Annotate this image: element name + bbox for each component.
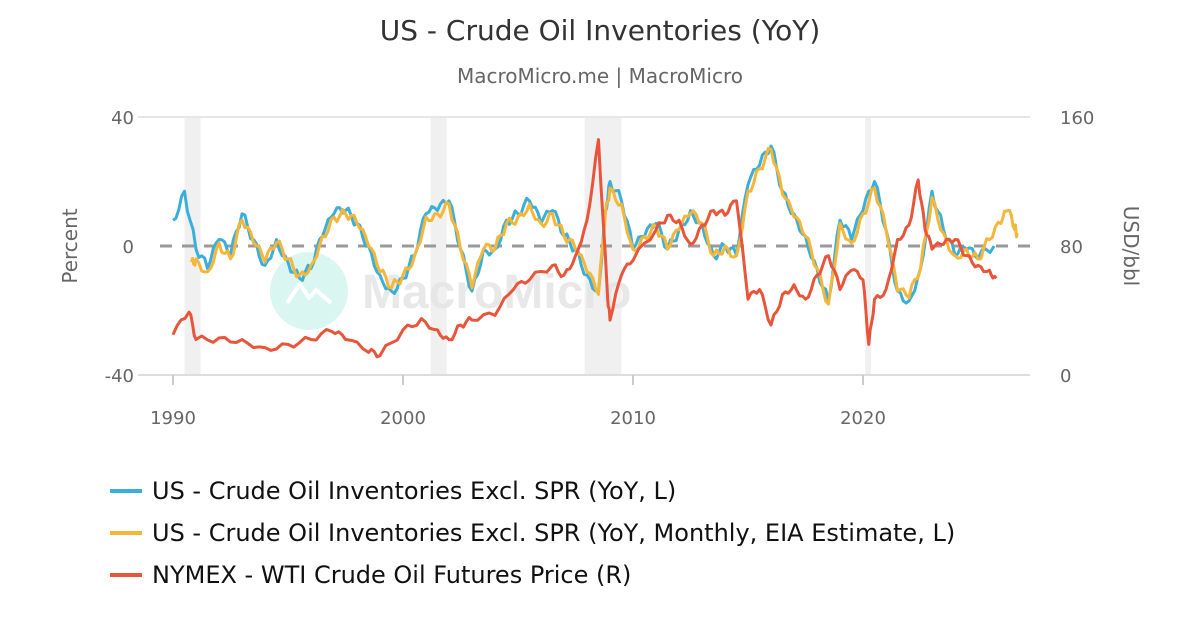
watermark: MacroMicro [270, 252, 631, 330]
y-right-label: USD/bbl [1119, 206, 1143, 286]
y-left-tick: 40 [111, 108, 134, 129]
x-tick-label: 2000 [380, 408, 426, 429]
chart-subtitle: MacroMicro.me | MacroMicro [457, 64, 743, 88]
x-tick-label: 1990 [150, 408, 196, 429]
legend-label: NYMEX - WTI Crude Oil Futures Price (R) [152, 561, 632, 589]
series-line-1 [189, 147, 1019, 306]
y-left-label: Percent [58, 208, 82, 283]
legend-item-wti[interactable]: NYMEX - WTI Crude Oil Futures Price (R) [110, 554, 955, 596]
y-right-tick: 160 [1060, 108, 1094, 129]
series-line-2 [171, 138, 998, 359]
x-tick-label: 2010 [610, 408, 656, 429]
y-left-tick: -40 [105, 366, 134, 387]
legend: US - Crude Oil Inventories Excl. SPR (Yo… [110, 470, 955, 596]
y-right-tick: 0 [1060, 366, 1071, 387]
legend-item-inventories-eia[interactable]: US - Crude Oil Inventories Excl. SPR (Yo… [110, 512, 955, 554]
recession-band [430, 117, 447, 375]
y-right-tick: 80 [1060, 237, 1083, 258]
legend-label: US - Crude Oil Inventories Excl. SPR (Yo… [152, 477, 677, 505]
legend-swatch [110, 489, 142, 493]
legend-swatch [110, 573, 142, 577]
chart-title: US - Crude Oil Inventories (YoY) [379, 14, 821, 47]
legend-item-inventories[interactable]: US - Crude Oil Inventories Excl. SPR (Yo… [110, 470, 955, 512]
legend-swatch [110, 531, 142, 535]
chart-area: MacroMicro 1990 2000 2010 2020 40 0 -40 160… [58, 108, 1143, 429]
y-left-tick: 0 [123, 237, 134, 258]
x-tick-label: 2020 [840, 408, 886, 429]
legend-label: US - Crude Oil Inventories Excl. SPR (Yo… [152, 519, 956, 547]
